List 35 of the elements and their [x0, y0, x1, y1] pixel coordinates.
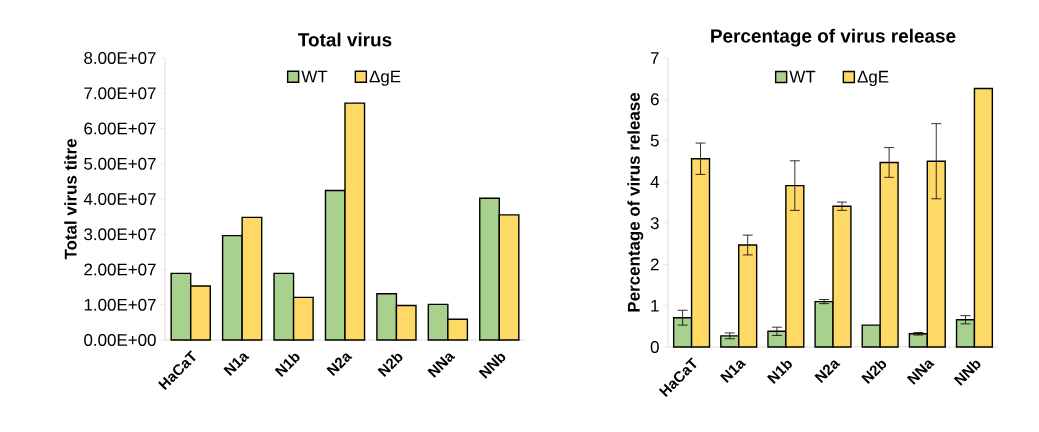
y-tick-label: 5 — [650, 134, 659, 147]
y-tick-label: 3.00E+07 — [84, 228, 156, 241]
y-tick-label: 7.00E+07 — [84, 87, 156, 100]
x-tick-label: N1a — [720, 360, 746, 383]
chart-title: Percentage of virus release — [711, 28, 956, 47]
x-tick-label: N2b — [861, 360, 887, 384]
x-tick-label: NNa — [427, 353, 456, 378]
legend-label: WT — [301, 70, 328, 83]
y-tick-label: 6.00E+07 — [84, 122, 156, 135]
x-tick-label: N1a — [223, 353, 250, 376]
chart-title: Total virus — [298, 32, 392, 47]
y-tick-label: 3 — [650, 217, 659, 230]
y-tick-label: 0 — [650, 341, 659, 353]
legend-label: ΔgE — [369, 70, 401, 86]
legend-label: WT — [789, 70, 816, 83]
y-tick-label: 5.00E+07 — [84, 157, 156, 170]
x-tick-label: N2a — [326, 353, 353, 377]
x-tick-label: NNa — [906, 360, 935, 385]
y-tick-label: 1.00E+07 — [84, 298, 156, 311]
y-axis-title: Percentage of virus release — [627, 92, 644, 312]
y-tick-label: 6 — [650, 93, 659, 106]
y-tick-label: 4.00E+07 — [83, 193, 156, 205]
legend-label: ΔgE — [857, 70, 889, 87]
y-tick-label: 4 — [650, 176, 659, 188]
y-tick-label: 2 — [650, 258, 659, 271]
y-axis-title: Total virus titre — [64, 139, 77, 260]
y-tick-label: 0.00E+00 — [84, 334, 156, 346]
y-tick-label: 7 — [650, 52, 659, 64]
y-tick-label: 8.00E+07 — [84, 52, 156, 64]
y-tick-label: 2.00E+07 — [84, 263, 156, 276]
y-tick-label: 1 — [651, 299, 659, 312]
x-tick-label: N2a — [814, 360, 841, 384]
x-tick-label: N1b — [767, 360, 792, 384]
x-tick-label: N1b — [274, 353, 300, 377]
x-tick-label: N2b — [377, 353, 403, 377]
